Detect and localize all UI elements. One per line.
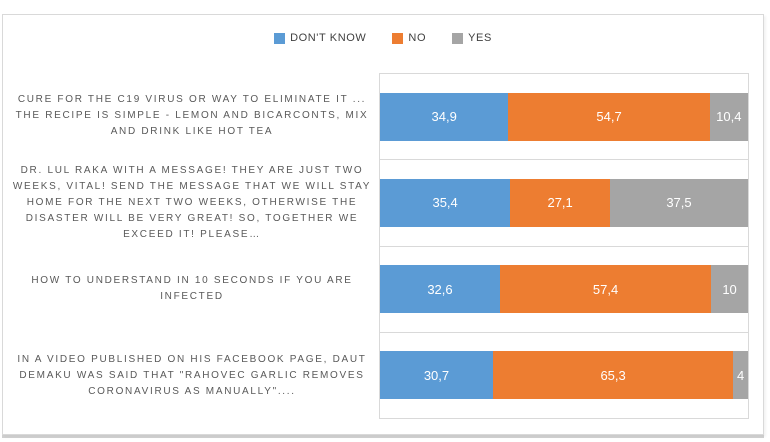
category-label: CURE FOR THE C19 VIRUS OR WAY TO ELIMINA… bbox=[15, 94, 369, 138]
legend-item-dont-know: DON'T KNOW bbox=[274, 32, 366, 44]
bar-segment-yes: 4 bbox=[733, 351, 748, 400]
chart-legend: DON'T KNOW NO YES bbox=[3, 32, 763, 44]
stacked-bar: 35,4 27,1 37,5 bbox=[380, 178, 748, 227]
category-label: DR. LUL RAKA WITH A MESSAGE! THEY ARE JU… bbox=[12, 164, 372, 240]
bar-segment-yes: 10,4 bbox=[709, 92, 748, 141]
category-band: 30,7 65,3 4 bbox=[380, 333, 748, 418]
legend-item-no: NO bbox=[392, 32, 426, 44]
stacked-bar: 34,9 54,7 10,4 bbox=[380, 92, 748, 141]
category-band: 32,6 57,4 10 bbox=[380, 247, 748, 333]
bar-segment-dont-know: 30,7 bbox=[380, 351, 493, 400]
bar-segment-dont-know: 32,6 bbox=[380, 265, 500, 314]
category-band: 35,4 27,1 37,5 bbox=[380, 160, 748, 247]
bar-segment-yes: 10 bbox=[711, 265, 748, 314]
bar-segment-no: 27,1 bbox=[510, 178, 610, 227]
category-band: 34,9 54,7 10,4 bbox=[380, 74, 748, 161]
legend-swatch-yes bbox=[452, 32, 464, 44]
bar-segment-no: 54,7 bbox=[508, 92, 710, 141]
bar-segment-dont-know: 34,9 bbox=[380, 92, 509, 141]
stacked-bar: 30,7 65,3 4 bbox=[380, 351, 748, 400]
legend-label-no: NO bbox=[408, 32, 427, 44]
chart-frame: DON'T KNOW NO YES CURE FOR THE C19 VIRUS O… bbox=[2, 14, 764, 435]
bar-segment-no: 65,3 bbox=[492, 351, 734, 400]
category-label: IN A VIDEO PUBLISHED ON HIS FACEBOOK PAG… bbox=[17, 353, 367, 397]
plot-area: 34,9 54,7 10,4 35,4 27,1 37,5 32,6 57,4 10 30,7 65… bbox=[379, 73, 749, 419]
legend-label-yes: YES bbox=[468, 32, 492, 44]
bar-segment-no: 57,4 bbox=[499, 265, 712, 314]
legend-label-dont-know: DON'T KNOW bbox=[290, 32, 367, 44]
bar-segment-dont-know: 35,4 bbox=[380, 178, 511, 227]
legend-swatch-no bbox=[392, 32, 404, 44]
category-label: HOW TO UNDERSTAND IN 10 SECONDS IF YOU A… bbox=[31, 275, 353, 303]
legend-item-yes: YES bbox=[452, 32, 492, 44]
category-axis: CURE FOR THE C19 VIRUS OR WAY TO ELIMINA… bbox=[11, 73, 373, 419]
legend-swatch-dont-know bbox=[274, 32, 286, 44]
stacked-bar: 32,6 57,4 10 bbox=[380, 265, 748, 314]
bar-segment-yes: 37,5 bbox=[609, 178, 748, 227]
